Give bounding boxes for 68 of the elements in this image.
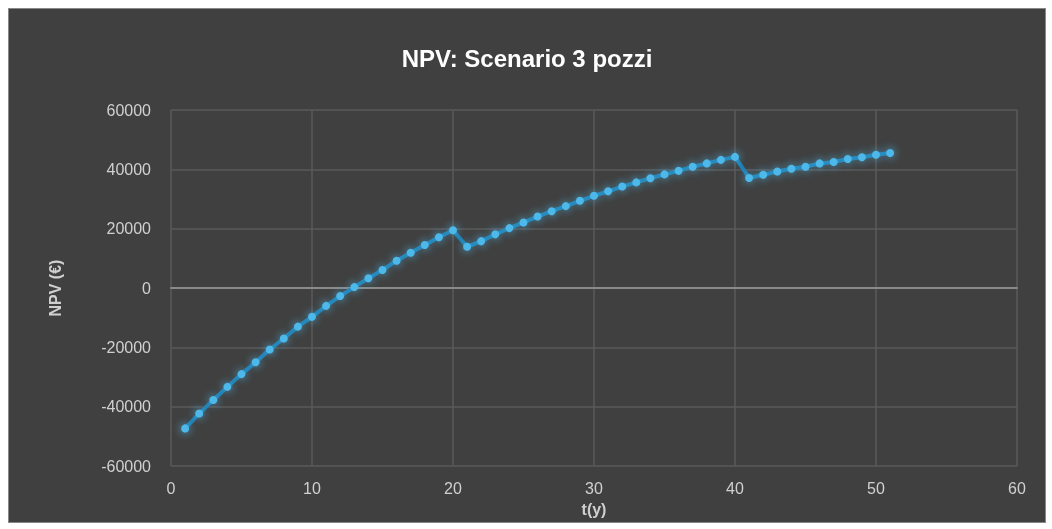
point xyxy=(660,170,669,179)
point xyxy=(223,382,232,391)
y-tick-label: 20000 xyxy=(106,220,152,238)
y-tick-label: 40000 xyxy=(106,160,152,178)
x-tick-label: 40 xyxy=(726,479,744,497)
point xyxy=(406,248,415,257)
point xyxy=(195,409,204,418)
x-axis-title: t(y) xyxy=(581,500,607,518)
point xyxy=(209,395,218,404)
point xyxy=(279,334,288,343)
point xyxy=(251,358,260,367)
y-tick-label: -40000 xyxy=(101,398,152,416)
point xyxy=(463,242,472,251)
x-tick-label: 60 xyxy=(1008,479,1026,497)
y-axis-title: NPV (€) xyxy=(46,259,64,317)
y-tick-label: -20000 xyxy=(101,338,152,356)
point xyxy=(632,178,641,187)
x-tick-label: 10 xyxy=(303,479,321,497)
point xyxy=(477,237,486,246)
point xyxy=(322,301,331,310)
point xyxy=(561,202,570,211)
point xyxy=(857,153,866,162)
point xyxy=(801,162,810,171)
point xyxy=(420,241,429,250)
point xyxy=(702,159,711,168)
point xyxy=(293,322,302,331)
point xyxy=(674,166,683,175)
y-tick-label: 0 xyxy=(142,279,152,297)
point xyxy=(491,230,500,239)
point xyxy=(308,312,316,321)
point xyxy=(773,167,782,176)
point xyxy=(815,159,824,168)
point xyxy=(519,218,528,227)
point xyxy=(590,191,598,200)
point xyxy=(618,182,627,191)
point xyxy=(533,212,542,221)
point xyxy=(575,196,584,205)
point xyxy=(378,265,387,274)
x-tick-label: 0 xyxy=(166,479,176,497)
x-tick-label: 30 xyxy=(585,479,603,497)
point xyxy=(336,292,345,301)
point xyxy=(237,370,246,379)
point xyxy=(731,152,739,161)
point xyxy=(505,224,514,233)
point xyxy=(604,187,613,196)
point xyxy=(434,233,443,242)
y-tick-label: 60000 xyxy=(106,101,152,119)
x-tick-label: 20 xyxy=(444,479,462,497)
point xyxy=(716,155,725,164)
point xyxy=(843,154,852,163)
point xyxy=(646,174,655,183)
point xyxy=(547,207,556,216)
point xyxy=(872,150,880,159)
y-tick-label: -60000 xyxy=(101,457,152,475)
x-tick-label: 50 xyxy=(867,479,885,497)
point xyxy=(759,170,768,179)
point xyxy=(392,256,401,265)
point xyxy=(350,283,359,292)
chart-title: NPV: Scenario 3 pozzi xyxy=(401,44,653,72)
point xyxy=(745,173,754,182)
point xyxy=(829,157,838,166)
point xyxy=(787,164,796,173)
point xyxy=(181,424,190,433)
point xyxy=(364,274,373,283)
point xyxy=(265,345,274,354)
point xyxy=(688,162,697,171)
point xyxy=(886,149,895,158)
point xyxy=(449,226,457,235)
